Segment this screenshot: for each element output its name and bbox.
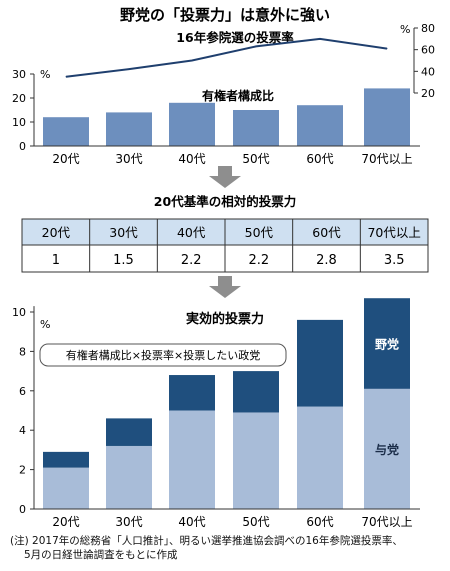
table-value-cell: 2.8: [316, 253, 337, 268]
opposition-series-label: 野党: [375, 337, 399, 352]
voter-share-bar: [297, 105, 343, 146]
down-arrow: [209, 166, 241, 188]
opposition-party-bar: [169, 375, 215, 411]
voter-share-bar: [364, 88, 410, 146]
voter-share-bar: [233, 110, 279, 146]
turnout-point: [255, 45, 257, 47]
down-arrow: [209, 276, 241, 298]
table-header-cell: 20代: [42, 225, 71, 240]
bar-y-tick-label: 20: [12, 92, 26, 105]
table-value-cell: 1.5: [113, 253, 134, 268]
bar-x-tick-label: 30代: [115, 152, 142, 166]
stacked-y-tick-label: 8: [19, 345, 26, 358]
bar-y-tick-label: 30: [12, 68, 26, 81]
footnote-line-2: 5月の日経世論調査をもとに作成: [24, 549, 178, 561]
effective-power-title: 実効的投票力: [186, 311, 264, 327]
table-header-cell: 50代: [245, 225, 274, 240]
turnout-y-tick-label: 40: [421, 65, 435, 78]
turnout-unit: %: [400, 23, 410, 36]
stacked-y-tick-label: 6: [19, 385, 26, 398]
stacked-unit: %: [40, 318, 50, 331]
table-value-cell: 2.2: [181, 253, 202, 268]
turnout-point: [65, 76, 67, 78]
table-value-cell: 1: [52, 253, 60, 268]
voter-share-title: 有権者構成比: [202, 88, 274, 103]
formula-text: 有権者構成比×投票率×投票したい政党: [66, 348, 260, 362]
stacked-x-tick-label: 40代: [178, 515, 205, 529]
bar-x-tick-label: 70代以上: [361, 152, 412, 166]
bar-x-tick-label: 20代: [52, 152, 79, 166]
voter-share-bar: [169, 102, 215, 146]
opposition-party-bar: [364, 298, 410, 389]
turnout-y-tick-label: 20: [421, 87, 435, 100]
bar-y-tick-label: 10: [12, 116, 26, 129]
table-value-cell: 3.5: [384, 253, 405, 268]
voter-share-bar: [43, 117, 89, 146]
footnote-line-1: (注) 2017年の総務省「人口推計」、明るい選挙推進協会調べの16年参院選投票…: [10, 535, 403, 547]
table-header-cell: 70代以上: [367, 225, 420, 240]
stacked-x-tick-label: 50代: [242, 515, 269, 529]
stacked-x-tick-label: 20代: [52, 515, 79, 529]
ruling-party-bar: [364, 388, 410, 509]
ruling-party-bar: [297, 406, 343, 509]
opposition-party-bar: [106, 418, 152, 446]
ruling-party-bar: [106, 445, 152, 509]
relative-power-title: 20代基準の相対的投票力: [154, 194, 296, 209]
bar-x-tick-label: 40代: [178, 152, 205, 166]
table-value-cell: 2.2: [248, 253, 269, 268]
bar-x-tick-label: 50代: [242, 152, 269, 166]
ruling-series-label: 与党: [375, 442, 399, 457]
table-header-cell: 60代: [312, 225, 341, 240]
stacked-y-tick-label: 0: [19, 503, 26, 516]
stacked-x-tick-label: 60代: [306, 515, 333, 529]
footnote: (注) 2017年の総務省「人口推計」、明るい選挙推進協会調べの16年参院選投票…: [10, 534, 403, 562]
turnout-line-title: 16年参院選の投票率: [176, 30, 294, 45]
turnout-y-tick-label: 60: [421, 44, 435, 57]
turnout-point: [191, 60, 193, 61]
voter-share-bar: [106, 112, 152, 146]
stacked-y-tick-label: 10: [12, 306, 26, 319]
ruling-party-bar: [169, 410, 215, 509]
bar-unit: %: [40, 68, 50, 81]
ruling-party-bar: [43, 467, 89, 509]
turnout-line: [65, 37, 388, 78]
opposition-party-bar: [233, 371, 279, 413]
table-header-cell: 40代: [177, 225, 206, 240]
stacked-x-tick-label: 30代: [115, 515, 142, 529]
bar-y-tick-label: 0: [19, 140, 26, 153]
opposition-party-bar: [43, 451, 89, 468]
turnout-point: [386, 48, 388, 50]
stacked-x-tick-label: 70代以上: [361, 515, 412, 529]
opposition-party-bar: [297, 319, 343, 407]
turnout-point: [128, 68, 130, 70]
table-header-cell: 30代: [109, 225, 138, 240]
stacked-y-tick-label: 2: [19, 464, 26, 477]
stacked-y-tick-label: 4: [19, 424, 26, 437]
formula-box: [39, 343, 287, 367]
bar-x-tick-label: 60代: [306, 152, 333, 166]
main-title: 野党の「投票力」は意外に強い: [120, 6, 330, 24]
ruling-party-bar: [233, 412, 279, 509]
turnout-point: [319, 38, 321, 40]
turnout-y-tick-label: 80: [421, 22, 435, 35]
